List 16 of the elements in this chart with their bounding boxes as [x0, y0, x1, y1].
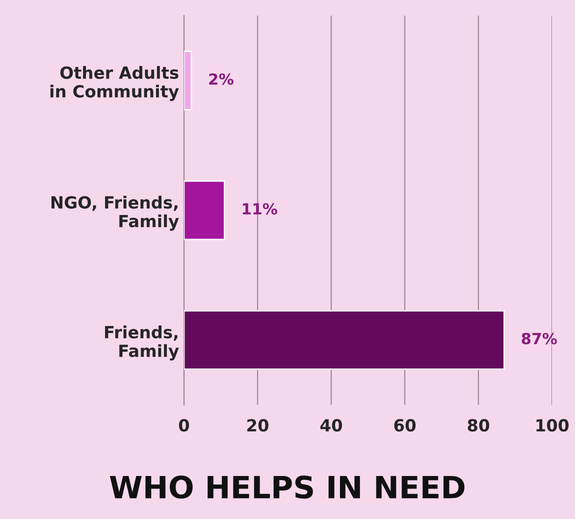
x-tick-label: 40	[320, 419, 342, 432]
data-label: 87%	[522, 332, 557, 344]
data-label: 11%	[242, 203, 278, 215]
bar	[184, 310, 505, 370]
bar	[184, 180, 226, 240]
x-tick-label: 60	[394, 419, 416, 432]
y-tick-label: Friends, Family	[105, 326, 179, 360]
x-tick-label: 0	[179, 419, 189, 432]
bar	[184, 50, 192, 110]
y-tick-label: Other Adults in Community	[50, 66, 179, 101]
x-tick-label: 100	[536, 419, 569, 432]
text: WHO HELPS IN NEED	[110, 476, 464, 499]
x-tick-label: 20	[247, 419, 268, 432]
x-tick-label: 80	[468, 419, 490, 432]
y-tick-label: NGO, Friends, Family	[52, 196, 179, 231]
data-label: 2%	[209, 73, 234, 85]
